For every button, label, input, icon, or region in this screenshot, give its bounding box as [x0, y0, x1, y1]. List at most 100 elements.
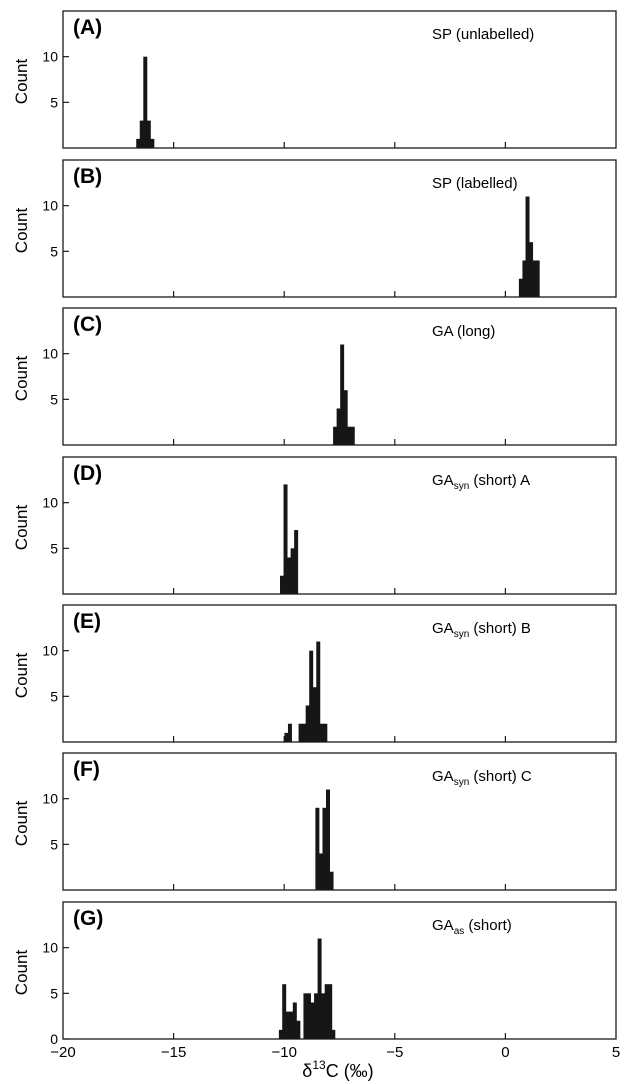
y-tick-label: 10 — [42, 495, 58, 511]
histogram-bar — [283, 484, 288, 594]
y-axis-label: Count — [12, 505, 31, 551]
histogram-bar — [525, 196, 530, 297]
histogram-bar — [331, 1029, 336, 1039]
panel-f: 5 10 Count (F) GAsyn (short) C — [12, 752, 617, 891]
panel-title: GAsyn (short) B — [432, 620, 531, 640]
histogram-bar — [305, 705, 310, 742]
histogram-bar — [309, 650, 314, 742]
panel-frame — [62, 159, 617, 298]
histogram-bar — [316, 641, 321, 742]
histogram-bar — [319, 723, 324, 742]
y-axis-label: Count — [12, 950, 31, 996]
panel-frame — [62, 901, 617, 1040]
x-tick-label: −15 — [161, 1044, 186, 1061]
histogram-bar — [315, 807, 320, 890]
panel-title: SP (labelled) — [432, 175, 518, 192]
panel-title: SP (unlabelled) — [432, 26, 534, 43]
panel-g: 0 5 10 Count (G) GAas (short) — [12, 901, 617, 1047]
panel-letter: (F) — [73, 758, 100, 781]
panel-letter: (A) — [73, 16, 102, 39]
y-axis-label: Count — [12, 801, 31, 847]
x-tick-label: −10 — [271, 1044, 296, 1061]
histogram-bar — [285, 1011, 290, 1039]
histogram-bar — [317, 938, 322, 1039]
histogram-bar — [282, 984, 287, 1039]
histogram-bar — [333, 426, 338, 445]
panels-group: 5 10 Count (A) SP (unlabelled) 5 10 Count (B) SP … — [12, 10, 617, 1047]
histogram-bar — [336, 408, 341, 445]
panel-frame — [62, 604, 617, 743]
y-tick-label: 5 — [50, 540, 58, 556]
x-tick-label: 0 — [501, 1044, 509, 1061]
histogram-bar — [302, 723, 307, 742]
x-axis-label: δ13C (‰) — [302, 1058, 373, 1081]
y-tick-label: 5 — [50, 243, 58, 259]
y-tick-label: 10 — [42, 940, 58, 956]
histogram-bar — [314, 993, 319, 1039]
histogram-bar — [340, 344, 345, 445]
histogram-bar — [522, 260, 527, 297]
histogram-bar — [329, 871, 334, 890]
histogram-bar — [343, 390, 348, 445]
panel-letter: (C) — [73, 313, 102, 336]
histogram-bar — [326, 789, 330, 890]
y-axis-label: Count — [12, 59, 31, 105]
histogram-bar — [284, 732, 289, 742]
histogram-bar — [287, 723, 292, 742]
histogram-bar — [150, 138, 155, 148]
panel-b: 5 10 Count (B) SP (labelled) — [12, 159, 617, 298]
panel-d: 5 10 Count (D) GAsyn (short) A — [12, 456, 617, 595]
panel-frame — [62, 456, 617, 595]
histogram-bar — [318, 853, 323, 890]
panel-letter: (B) — [73, 165, 102, 188]
histogram-bar — [306, 993, 311, 1039]
histogram-bar — [294, 530, 299, 594]
y-tick-label: 5 — [50, 94, 58, 110]
y-tick-label: 0 — [50, 1031, 58, 1047]
x-tick-label: −20 — [50, 1044, 75, 1061]
panel-c: 5 10 Count (C) GA (long) — [12, 307, 617, 446]
histogram-bar — [323, 723, 328, 742]
histogram-bar — [532, 260, 537, 297]
y-tick-label: 5 — [50, 688, 58, 704]
histogram-bar — [292, 1002, 297, 1039]
panel-title: GAas (short) — [432, 917, 512, 937]
y-axis-label: Count — [12, 208, 31, 254]
histogram-bar — [322, 807, 327, 890]
histogram-bar — [296, 1020, 301, 1039]
histogram-bar — [290, 548, 295, 594]
panel-letter: (G) — [73, 907, 103, 930]
panel-letter: (D) — [73, 462, 102, 485]
y-tick-label: 10 — [42, 49, 58, 65]
y-tick-label: 5 — [50, 836, 58, 852]
histogram-bar — [347, 426, 352, 445]
panel-a: 5 10 Count (A) SP (unlabelled) — [12, 10, 617, 149]
panel-frame — [62, 10, 617, 149]
histogram-bar — [146, 120, 151, 148]
histogram-bar — [324, 984, 329, 1039]
histogram-bar — [287, 557, 292, 594]
panel-e: 5 10 Count (E) GAsyn (short) B — [12, 604, 617, 743]
x-tick-label: −5 — [386, 1044, 403, 1061]
histogram-bar — [518, 278, 523, 297]
x-tick-label: 5 — [612, 1044, 620, 1061]
histogram-bar — [139, 120, 144, 148]
panel-letter: (E) — [73, 610, 101, 633]
histogram-bar — [529, 242, 534, 297]
panel-frame — [62, 307, 617, 446]
histogram-bar — [278, 1029, 283, 1039]
y-tick-label: 10 — [42, 643, 58, 659]
y-tick-label: 10 — [42, 346, 58, 362]
y-axis-label: Count — [12, 653, 31, 699]
histogram-bar — [328, 984, 333, 1039]
histogram-bar — [535, 260, 540, 297]
histogram-bar — [312, 687, 317, 742]
y-tick-label: 10 — [42, 791, 58, 807]
histogram-bar — [136, 138, 141, 148]
histogram-bar — [350, 426, 355, 445]
histogram-bar — [280, 575, 284, 594]
panel-title: GAsyn (short) C — [432, 768, 532, 788]
panel-title: GA (long) — [432, 323, 495, 340]
x-axis: −20 −15 −10 −5 0 5 — [50, 1044, 620, 1061]
